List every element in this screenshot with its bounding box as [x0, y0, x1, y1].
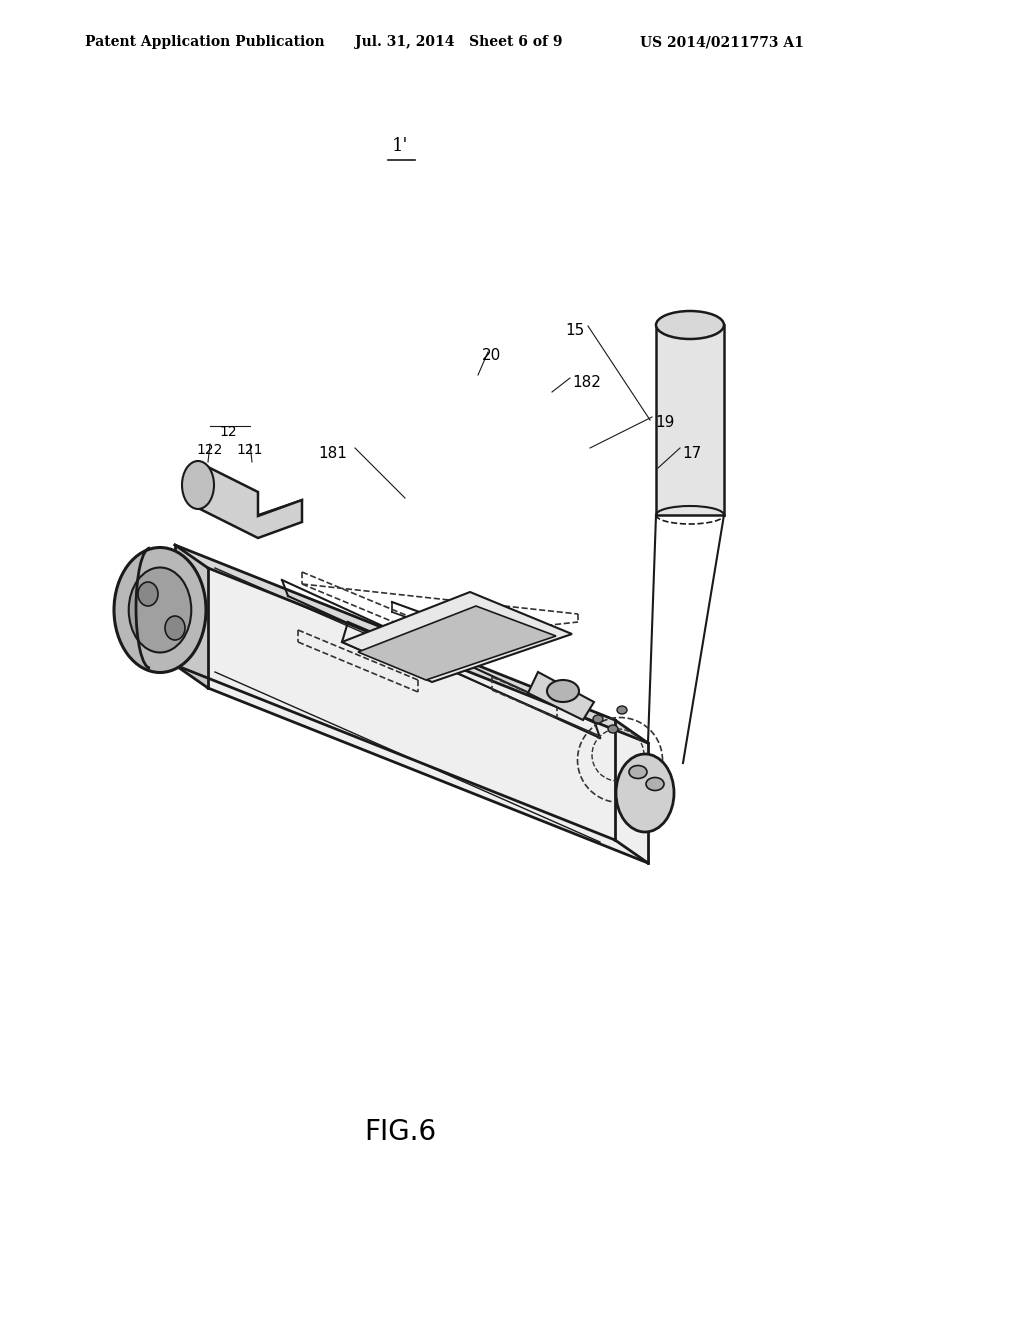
- Ellipse shape: [182, 461, 214, 510]
- Ellipse shape: [593, 715, 603, 723]
- Text: 181: 181: [318, 446, 347, 461]
- Ellipse shape: [629, 766, 647, 779]
- Polygon shape: [198, 462, 302, 539]
- Ellipse shape: [547, 680, 579, 702]
- Text: 15: 15: [565, 323, 585, 338]
- Ellipse shape: [165, 616, 185, 640]
- Polygon shape: [208, 568, 648, 863]
- Text: 17: 17: [682, 446, 701, 461]
- Polygon shape: [342, 591, 572, 682]
- Polygon shape: [175, 545, 208, 688]
- Text: 12: 12: [219, 425, 237, 440]
- Polygon shape: [528, 672, 594, 719]
- Text: 1': 1': [392, 137, 409, 154]
- Text: US 2014/0211773 A1: US 2014/0211773 A1: [640, 36, 804, 49]
- Text: FIG.6: FIG.6: [364, 1118, 436, 1146]
- Polygon shape: [656, 325, 724, 515]
- Text: 19: 19: [655, 414, 675, 430]
- Text: 121: 121: [237, 444, 263, 457]
- Text: 122: 122: [197, 444, 223, 457]
- Text: Jul. 31, 2014   Sheet 6 of 9: Jul. 31, 2014 Sheet 6 of 9: [355, 36, 562, 49]
- Text: Patent Application Publication: Patent Application Publication: [85, 36, 325, 49]
- Ellipse shape: [608, 725, 618, 733]
- Ellipse shape: [138, 582, 158, 606]
- Ellipse shape: [114, 548, 206, 672]
- Ellipse shape: [616, 754, 674, 832]
- Ellipse shape: [129, 568, 191, 652]
- Polygon shape: [175, 545, 648, 743]
- Ellipse shape: [617, 706, 627, 714]
- Ellipse shape: [646, 777, 664, 791]
- Ellipse shape: [656, 312, 724, 339]
- Text: 20: 20: [482, 348, 502, 363]
- Polygon shape: [358, 606, 556, 680]
- Text: 182: 182: [572, 375, 601, 389]
